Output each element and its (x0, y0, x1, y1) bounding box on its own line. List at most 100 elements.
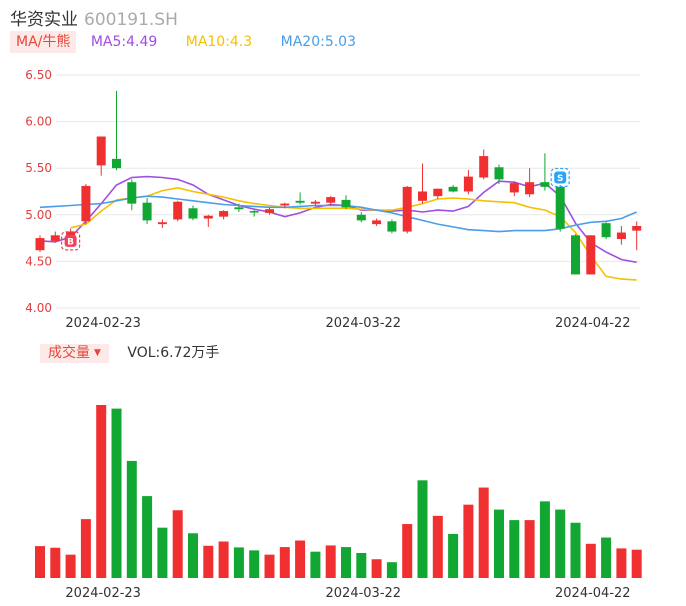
candle-body (249, 211, 259, 213)
candle (50, 231, 60, 243)
volume-bar (295, 540, 306, 578)
volume-bar (310, 551, 321, 578)
volume-bar (80, 519, 91, 578)
candle (188, 205, 198, 221)
candle-body (81, 185, 91, 222)
ma5-legend: MA5:4.49 (90, 34, 158, 50)
candle-body (555, 186, 565, 229)
ma10-line (70, 186, 637, 281)
candle-body (310, 201, 320, 204)
candle-body (265, 209, 274, 213)
candle-body (326, 197, 336, 203)
volume-bars (35, 405, 642, 578)
candle (142, 198, 152, 225)
badge-fill (64, 234, 77, 247)
volume-bar (371, 559, 382, 578)
candle (81, 184, 91, 225)
volume-bar (142, 496, 153, 578)
candle (540, 153, 550, 191)
candle-body (402, 186, 412, 232)
badge-label: S (557, 174, 563, 184)
candle (571, 234, 580, 275)
volume-date-axis-ticks: 2024-02-23 2024-03-22 2024-04-22 (65, 586, 630, 601)
candle (387, 219, 397, 234)
candle (479, 149, 489, 180)
volume-date-tick-label: 2024-02-23 (65, 586, 141, 601)
candle-body (540, 182, 550, 187)
volume-bar (35, 546, 45, 578)
volume-date-tick-label: 2024-04-22 (555, 586, 631, 601)
candle-body (234, 207, 244, 210)
volume-bar (402, 524, 413, 578)
ma-lines (39, 175, 638, 281)
candle-body (525, 182, 535, 195)
candle-body (463, 176, 473, 192)
price-tick-label: 4.00 (25, 301, 52, 315)
price-tick-label: 6.50 (25, 68, 52, 82)
price-tick-label: 5.50 (25, 161, 52, 175)
candles (35, 90, 642, 275)
volume-bar (448, 533, 459, 578)
volume-bar (478, 487, 489, 578)
candle-body (448, 186, 458, 192)
volume-bar (325, 545, 336, 578)
caret-down-icon: ▼ (94, 348, 101, 358)
volume-bar (96, 405, 107, 578)
candle (525, 168, 535, 198)
volume-bar (233, 547, 244, 578)
candle (494, 164, 504, 185)
candle (310, 199, 320, 206)
candle (35, 235, 45, 253)
ma-indicator-tag[interactable]: MA/牛熊 (10, 31, 77, 53)
candle (295, 192, 305, 205)
volume-bar (341, 547, 351, 578)
volume-bar (188, 533, 198, 578)
candle-body (433, 188, 443, 197)
volume-bar (432, 515, 443, 578)
candle (157, 219, 167, 228)
volume-bar (126, 460, 137, 578)
volume-bar (631, 549, 642, 578)
volume-bar (356, 553, 367, 578)
volume-bar (494, 509, 504, 578)
candle (448, 184, 458, 193)
candle (219, 210, 229, 220)
price-tick-label: 5.00 (25, 208, 52, 222)
candle-body (142, 202, 152, 221)
candle (96, 136, 106, 176)
candle (127, 179, 137, 211)
candle (463, 170, 473, 195)
date-axis-ticks: 2024-02-23 2024-03-22 2024-04-22 (65, 316, 630, 331)
volume-bar (463, 504, 474, 578)
volume-indicator-tag[interactable]: 成交量 ▼ (40, 344, 109, 363)
volume-bar (264, 554, 275, 578)
candle-body (494, 167, 504, 180)
volume-bar (570, 522, 581, 578)
volume-bar (218, 541, 229, 578)
volume-bar (65, 554, 76, 578)
volume-date-tick-label: 2024-03-22 (326, 586, 402, 601)
buy-signal-badge: B (60, 231, 81, 251)
candle-body (372, 220, 382, 225)
candle-body (601, 223, 611, 238)
candle (265, 207, 274, 215)
date-tick-label: 2024-02-23 (65, 316, 141, 331)
volume-bar (203, 545, 214, 578)
candle (173, 200, 183, 222)
candle-body (35, 238, 45, 251)
candle-body (616, 232, 626, 240)
candle (616, 225, 626, 245)
volume-bar (386, 562, 397, 578)
volume-bar (279, 547, 290, 578)
candle-body (188, 208, 198, 219)
ma20-line (39, 195, 638, 233)
candle (280, 202, 290, 209)
stock-title: 华资实业 600191.SH (10, 5, 178, 30)
candle (112, 90, 121, 171)
candle (433, 188, 443, 199)
volume-bar (50, 547, 61, 578)
badge-fill (554, 171, 567, 184)
ma-legend: MA/牛熊 MA5:4.49 MA10:4.3 MA20:5.03 (10, 31, 356, 53)
volume-bar (601, 537, 612, 578)
